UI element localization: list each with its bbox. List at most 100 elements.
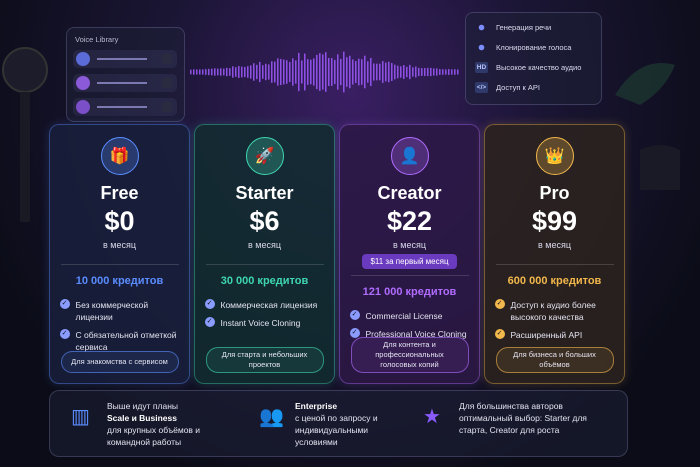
check-icon: ✓ — [349, 328, 360, 338]
plan-button[interactable]: Для бизнеса и больших объёмов — [495, 347, 614, 373]
voice-row — [73, 98, 177, 116]
footer-icon: 👥 — [259, 406, 284, 428]
feature-label: Клонирование голоса — [496, 43, 572, 52]
plan-period: в месяц — [247, 240, 281, 250]
plan-card: 👤 Creator $22 в месяц $11 за первый месяц 121… — [339, 124, 480, 384]
decoration — [367, 61, 369, 83]
decoration — [301, 60, 303, 84]
decoration — [316, 54, 318, 90]
plan-price: $22 — [386, 206, 433, 236]
footer-heading: Enterprise — [295, 401, 338, 411]
decoration — [337, 54, 339, 90]
feature-icon — [475, 42, 488, 53]
plan-card: 👑 Pro $99 в месяц 600 000 кредитов ✓ Доступ к … — [484, 124, 625, 384]
decoration — [241, 66, 243, 78]
decoration — [403, 65, 405, 79]
play-button[interactable] — [161, 53, 173, 65]
decoration — [382, 61, 384, 83]
feature-label: Генерация речи — [496, 23, 552, 32]
decoration — [346, 57, 348, 87]
plan-icon: 🎁 — [100, 137, 139, 175]
decoration — [355, 61, 357, 83]
check-icon: ✓ — [59, 299, 70, 309]
plan-feature: ✓ Коммерческая лицензия — [204, 299, 325, 311]
plan-button[interactable]: Для старта и небольших проектов — [205, 347, 324, 373]
decoration — [325, 52, 327, 92]
plan-period: в месяц — [392, 240, 426, 250]
decoration — [640, 145, 680, 190]
voice-avatar — [76, 100, 90, 114]
features-panel: Генерация речи Клонирование голоса HD Высок… — [465, 12, 602, 105]
decoration — [196, 69, 198, 75]
decoration — [457, 69, 459, 75]
feature-text: Доступ к аудио более высокого качества — [510, 300, 596, 322]
decoration — [223, 68, 225, 76]
decoration — [229, 68, 231, 76]
check-icon: ✓ — [204, 299, 215, 309]
decoration — [271, 61, 273, 83]
decoration — [436, 68, 438, 76]
decoration — [361, 59, 363, 85]
decoration — [448, 69, 450, 75]
decoration — [334, 59, 336, 85]
feature-list: ✓ Без коммерческой лицензии ✓ С обязательно… — [59, 293, 180, 353]
plan-button[interactable]: Для контента и профессиональных голосовы… — [350, 337, 469, 373]
decoration — [250, 65, 252, 79]
plan-icon: 👑 — [535, 137, 574, 175]
play-button[interactable] — [161, 77, 173, 89]
decoration — [454, 69, 456, 75]
footer-text: Для большинства авторов оптимальный выбо… — [459, 401, 587, 435]
feature-text: Коммерческая лицензия — [220, 300, 318, 310]
decoration — [208, 68, 210, 76]
decoration — [226, 67, 228, 77]
decoration — [253, 63, 255, 81]
plan-period: в месяц — [102, 240, 136, 250]
plan-button[interactable]: Для знакомства с сервисом — [60, 351, 179, 373]
play-button[interactable] — [161, 101, 173, 113]
decoration — [364, 55, 366, 89]
decoration — [373, 63, 375, 81]
decoration — [280, 58, 282, 86]
decoration — [307, 59, 309, 85]
plan-name: Free — [100, 183, 139, 203]
voice-wave — [97, 58, 147, 60]
feature-list: ✓ Доступ к аудио более высокого качества ✓… — [494, 293, 615, 341]
voice-library-panel: Voice Library — [66, 27, 185, 122]
plan-feature: ✓ Professional Voice Cloning — [349, 328, 470, 340]
feature-text: Commercial License — [365, 311, 443, 321]
decoration — [202, 69, 204, 75]
decoration — [220, 68, 222, 76]
decoration — [319, 53, 321, 91]
decoration — [415, 66, 417, 78]
plan-name: Pro — [539, 183, 570, 203]
decoration — [283, 59, 285, 85]
decoration — [313, 58, 315, 86]
footer-block: Enterprise с ценой по запросу и индивидуа… — [295, 400, 405, 448]
plan-price: $6 — [249, 206, 280, 236]
plan-period: в месяц — [537, 240, 571, 250]
plan-icon: 🚀 — [245, 137, 284, 175]
decoration — [385, 62, 387, 82]
decoration — [232, 66, 234, 78]
decoration — [274, 61, 276, 83]
decoration — [397, 65, 399, 79]
footer-heading: Scale и Business — [107, 413, 177, 423]
decoration — [298, 52, 300, 92]
decoration — [391, 63, 393, 81]
plan-feature: ✓ Расширенный API — [494, 329, 615, 341]
decoration — [349, 55, 351, 89]
decoration — [20, 92, 30, 222]
decoration — [439, 69, 441, 75]
voice-row — [73, 50, 177, 68]
decoration — [262, 65, 264, 79]
decoration — [409, 64, 411, 80]
plan-icon: 👤 — [390, 137, 429, 175]
feature-text: Professional Voice Cloning — [365, 329, 467, 339]
footer-panel — [49, 390, 628, 457]
decoration — [238, 65, 240, 79]
decoration — [244, 66, 246, 78]
footer-block: Выше идут планы Scale и Business для крупн… — [107, 400, 227, 448]
plan-card: 🚀 Starter $6 в месяц 30 000 кредитов ✓ Коммерч… — [194, 124, 335, 384]
plan-feature: ✓ Доступ к аудио более высокого качества — [494, 299, 615, 323]
